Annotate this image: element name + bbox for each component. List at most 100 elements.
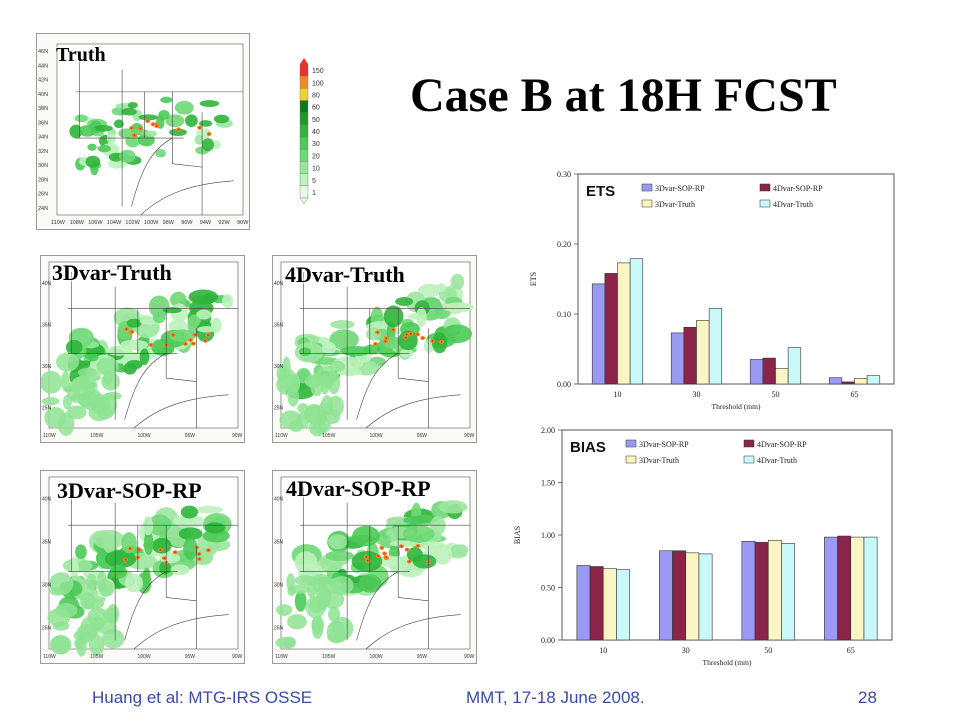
precip-area [199,100,220,107]
precip-area [170,291,187,308]
precip-area [93,124,113,132]
map-4dvar-truth: 40N 35N 30N 25N 110W 105W 100W 95W 90W [272,255,477,443]
colorbar-tick-label: 150 [312,68,324,75]
legend-entry: 4Dvar-Truth [773,200,813,209]
map-lon-label: 100W [144,220,159,226]
precip-area [44,406,67,429]
border-river [356,353,399,420]
state-boundary [398,377,429,382]
precip-cell-core [177,128,180,131]
map-lat-label: 34N [38,135,48,141]
map-lat-label: 35N [274,540,284,546]
y-tick-label: 0.10 [557,310,571,319]
precip-cell-core [155,125,158,128]
map-lat-label: 38N [38,106,48,112]
precip-area [199,120,213,127]
footer-author: Huang et al: MTG-IRS OSSE [92,688,313,707]
precip-area [65,339,83,355]
precip-area [152,311,166,324]
precip-area [294,575,318,586]
precip-area [70,556,79,581]
map-lon-label: 98W [163,220,175,226]
precip-area [56,352,79,372]
precip-area [213,114,230,124]
precip-cell-core [408,560,411,563]
bar [828,377,843,385]
bar [670,332,685,385]
precip-area [323,578,340,594]
precip-area [336,368,363,377]
precip-area [276,604,293,616]
map-lon-label: 110W [51,220,66,226]
legend-swatch [641,183,653,192]
precip-area [388,556,409,575]
map-lon-label: 92W [218,220,230,226]
state-boundary [172,163,203,168]
precip-area [310,373,324,397]
colorbar-tick-label: 10 [312,166,320,173]
slide-title: Case B at 18H FCST [410,69,837,122]
precip-cell-core [383,552,386,555]
map-label-3dvar-truth: 3Dvar-Truth [52,260,172,285]
4dvar-truth-map-drawing: 40N 35N 30N 25N 110W 105W 100W 95W 90W [274,261,475,439]
y-axis-label: ETS [529,272,538,286]
precip-area [398,330,418,351]
map-lon-label: 110W [43,433,56,439]
precip-area [298,347,312,357]
map-lat-label: 30N [42,364,52,370]
precip-area [203,293,216,304]
precip-cell-core [159,548,162,551]
precip-area [162,307,182,314]
precip-area [327,534,348,550]
precip-area [197,326,216,333]
border-river [131,137,173,207]
x-tick-label: 10 [599,646,607,655]
precip-area [85,155,101,168]
colorbar-swatch [299,100,309,113]
precip-cell-core [192,342,195,345]
precip-area [109,146,120,154]
colorbar-swatch [299,185,309,199]
coastline [133,614,229,650]
precip-area [152,537,172,554]
map-lat-label: 30N [38,163,48,169]
precip-cell-core [198,557,201,560]
ets-chart-svg: 0.00 0.10 0.20 0.30 ETS 10 30 50 65 Threshold (mm… [529,170,895,411]
precip-cell-core [146,119,149,122]
map-lon-label: 110W [275,654,288,660]
map-label-3dvar-sop: 3Dvar-SOP-RP [57,478,202,503]
map-lat-label: 25N [274,626,284,632]
map-lon-label: 90W [232,654,243,660]
precip-cell-core [207,334,210,337]
precip-cell-core [416,333,419,336]
colorbar-swatch [299,149,309,162]
precip-area [90,616,105,631]
map-lat-label: 25N [274,405,284,411]
colorbar-tick-label: 40 [312,129,320,136]
x-tick-label: 50 [772,390,780,399]
precip-area [276,364,287,383]
colorbar-bottom-arrow [299,197,309,205]
colorbar-tick-label: 20 [312,153,320,160]
colorbar-tick-label: 100 [312,80,324,87]
precip-area [77,367,98,378]
map-lon-label: 110W [43,654,56,660]
precip-cell-core [130,330,133,333]
precip-cell-core [421,336,424,339]
precip-area [151,338,175,357]
border-river [124,353,167,420]
precip-area [330,319,355,329]
precip-area [126,318,142,328]
map-lon-label: 95W [185,654,196,660]
map-lon-label: 105W [322,654,335,660]
colorbar-swatch [299,63,309,77]
legend-swatch [625,439,637,448]
precip-cell-core [384,556,387,559]
map-lon-label: 102W [125,220,140,226]
precip-cell-core [417,544,420,547]
map-lon-label: 100W [138,654,151,660]
precip-area [395,297,414,306]
precip-area [402,525,435,543]
y-tick-label: 2.00 [541,426,555,435]
precip-area [96,357,119,376]
